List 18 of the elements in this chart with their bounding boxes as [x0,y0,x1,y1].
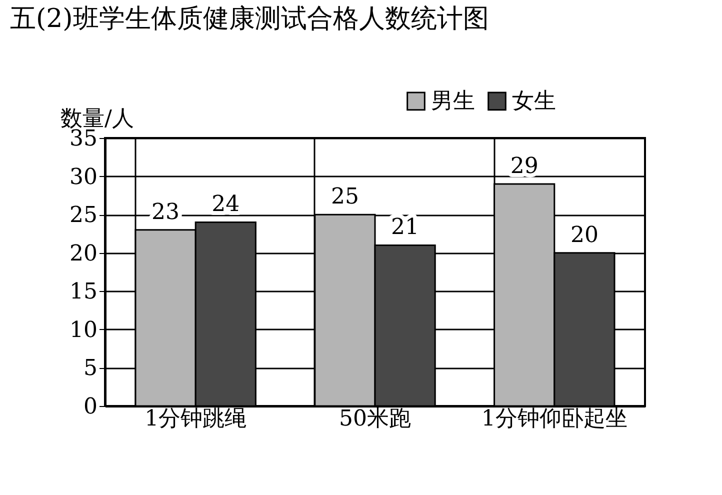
data-label: 25 [330,184,359,210]
chart-title: 五(2)班学生体质健康测试合格人数统计图 [10,4,489,34]
y-tick-label: 10 [70,318,98,343]
data-label: 21 [391,215,420,240]
data-label: 29 [510,154,538,179]
y-tick-label: 0 [84,394,98,420]
legend-label: 男生 [431,89,475,114]
data-label: 20 [570,222,598,248]
data-label: 24 [212,192,240,218]
y-tick-label: 20 [70,241,98,266]
y-tick-label: 25 [70,203,98,228]
y-tick-label: 30 [70,164,98,190]
y-tick-label: 15 [70,280,98,305]
x-tick-label: 1分钟跳绳 [144,406,247,432]
legend-label: 女生 [512,89,556,114]
y-tick-label: 5 [84,356,98,382]
x-tick-label: 50米跑 [339,406,411,432]
x-tick-label: 1分钟仰卧起坐 [481,406,628,432]
